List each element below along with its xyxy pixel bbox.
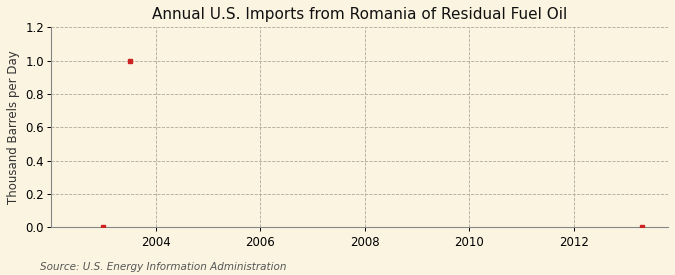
Title: Annual U.S. Imports from Romania of Residual Fuel Oil: Annual U.S. Imports from Romania of Resi… — [152, 7, 567, 22]
Y-axis label: Thousand Barrels per Day: Thousand Barrels per Day — [7, 51, 20, 204]
Text: Source: U.S. Energy Information Administration: Source: U.S. Energy Information Administ… — [40, 262, 287, 272]
